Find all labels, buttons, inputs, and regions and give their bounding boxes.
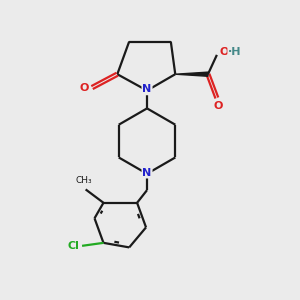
Text: Cl: Cl	[67, 241, 79, 251]
Text: N: N	[142, 168, 152, 178]
Text: N: N	[142, 84, 152, 94]
Text: ·H: ·H	[228, 47, 242, 57]
Text: O: O	[80, 82, 89, 93]
Text: CH₃: CH₃	[76, 176, 92, 185]
Text: O: O	[220, 47, 229, 57]
Text: O: O	[214, 101, 223, 111]
Polygon shape	[175, 72, 208, 76]
